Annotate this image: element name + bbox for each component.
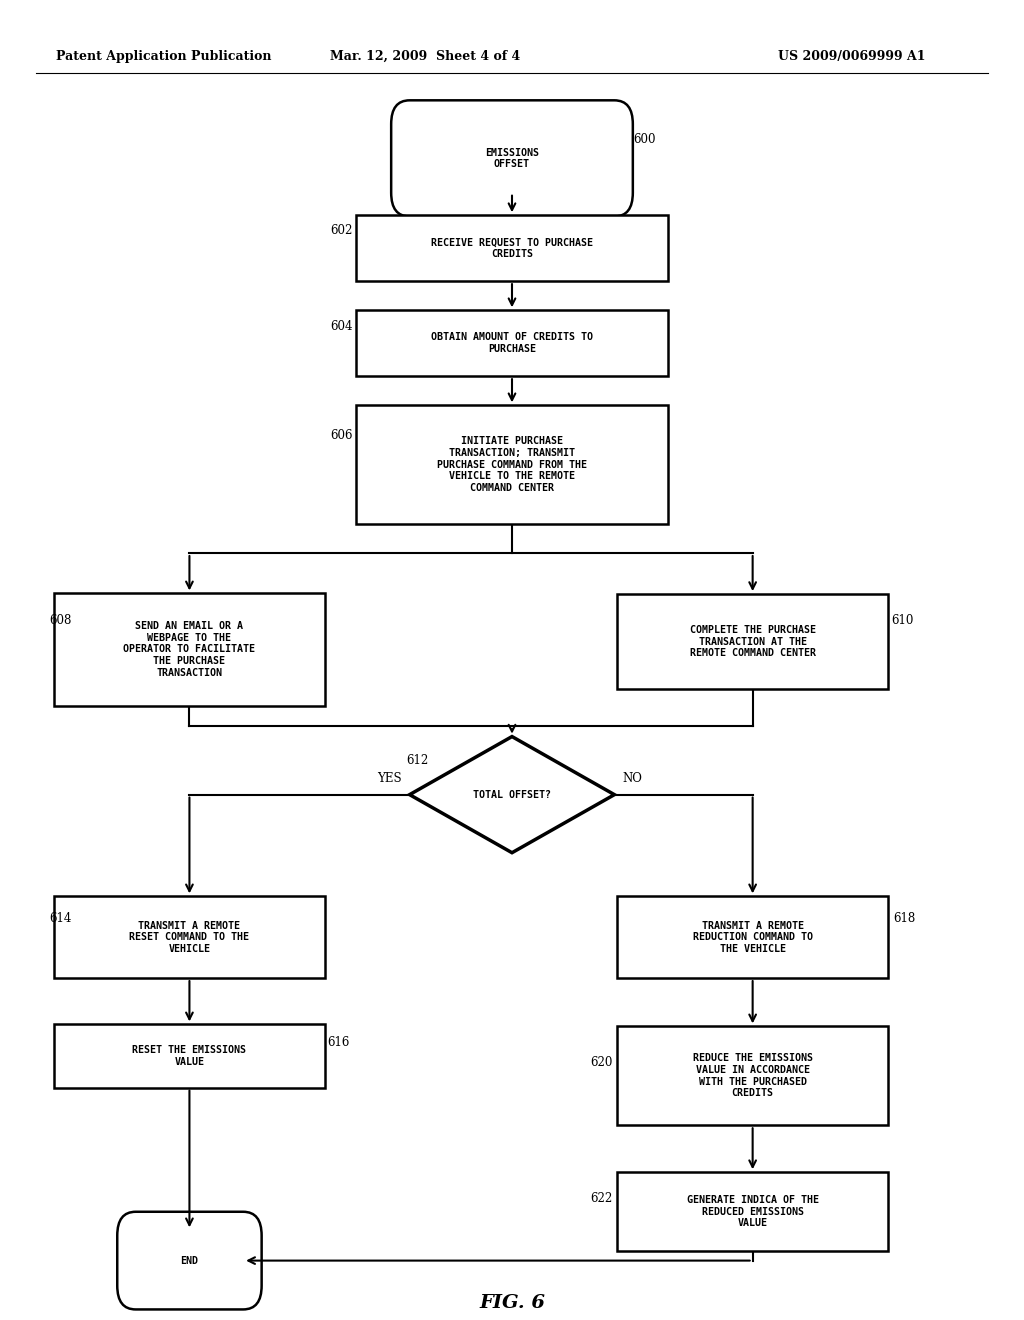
Text: NO: NO	[623, 772, 642, 785]
Text: 606: 606	[330, 429, 352, 442]
Text: SEND AN EMAIL OR A
WEBPAGE TO THE
OPERATOR TO FACILITATE
THE PURCHASE
TRANSACTIO: SEND AN EMAIL OR A WEBPAGE TO THE OPERAT…	[124, 622, 255, 677]
FancyBboxPatch shape	[616, 594, 889, 689]
Text: 620: 620	[590, 1056, 612, 1069]
Text: 622: 622	[590, 1192, 612, 1205]
Text: EMISSIONS
OFFSET: EMISSIONS OFFSET	[485, 148, 539, 169]
FancyBboxPatch shape	[117, 1212, 262, 1309]
FancyBboxPatch shape	[616, 1172, 889, 1251]
Text: TRANSMIT A REMOTE
RESET COMMAND TO THE
VEHICLE: TRANSMIT A REMOTE RESET COMMAND TO THE V…	[129, 920, 250, 954]
Text: 608: 608	[49, 614, 72, 627]
Text: 618: 618	[893, 912, 915, 925]
FancyBboxPatch shape	[616, 1027, 889, 1125]
Text: 602: 602	[330, 224, 352, 238]
Polygon shape	[410, 737, 614, 853]
FancyBboxPatch shape	[391, 100, 633, 216]
Text: GENERATE INDICA OF THE
REDUCED EMISSIONS
VALUE: GENERATE INDICA OF THE REDUCED EMISSIONS…	[687, 1195, 818, 1229]
Text: 600: 600	[633, 133, 655, 147]
Text: FIG. 6: FIG. 6	[479, 1294, 545, 1312]
Text: REDUCE THE EMISSIONS
VALUE IN ACCORDANCE
WITH THE PURCHASED
CREDITS: REDUCE THE EMISSIONS VALUE IN ACCORDANCE…	[692, 1053, 813, 1098]
FancyBboxPatch shape	[356, 405, 669, 524]
Text: 614: 614	[49, 912, 72, 925]
Text: 616: 616	[328, 1036, 350, 1049]
Text: 604: 604	[330, 319, 352, 333]
Text: RESET THE EMISSIONS
VALUE: RESET THE EMISSIONS VALUE	[132, 1045, 247, 1067]
Text: OBTAIN AMOUNT OF CREDITS TO
PURCHASE: OBTAIN AMOUNT OF CREDITS TO PURCHASE	[431, 333, 593, 354]
Text: Mar. 12, 2009  Sheet 4 of 4: Mar. 12, 2009 Sheet 4 of 4	[330, 50, 520, 63]
Text: RECEIVE REQUEST TO PURCHASE
CREDITS: RECEIVE REQUEST TO PURCHASE CREDITS	[431, 238, 593, 259]
Text: YES: YES	[377, 772, 401, 785]
Text: 612: 612	[406, 754, 428, 767]
Text: TOTAL OFFSET?: TOTAL OFFSET?	[473, 789, 551, 800]
Text: US 2009/0069999 A1: US 2009/0069999 A1	[778, 50, 926, 63]
Text: COMPLETE THE PURCHASE
TRANSACTION AT THE
REMOTE COMMAND CENTER: COMPLETE THE PURCHASE TRANSACTION AT THE…	[689, 624, 816, 659]
FancyBboxPatch shape	[53, 594, 326, 705]
FancyBboxPatch shape	[356, 215, 669, 281]
Text: Patent Application Publication: Patent Application Publication	[56, 50, 271, 63]
FancyBboxPatch shape	[356, 310, 669, 376]
Text: END: END	[180, 1255, 199, 1266]
FancyBboxPatch shape	[53, 1024, 326, 1088]
FancyBboxPatch shape	[53, 896, 326, 978]
FancyBboxPatch shape	[616, 896, 889, 978]
Text: TRANSMIT A REMOTE
REDUCTION COMMAND TO
THE VEHICLE: TRANSMIT A REMOTE REDUCTION COMMAND TO T…	[692, 920, 813, 954]
Text: INITIATE PURCHASE
TRANSACTION; TRANSMIT
PURCHASE COMMAND FROM THE
VEHICLE TO THE: INITIATE PURCHASE TRANSACTION; TRANSMIT …	[437, 437, 587, 492]
Text: 610: 610	[891, 614, 913, 627]
